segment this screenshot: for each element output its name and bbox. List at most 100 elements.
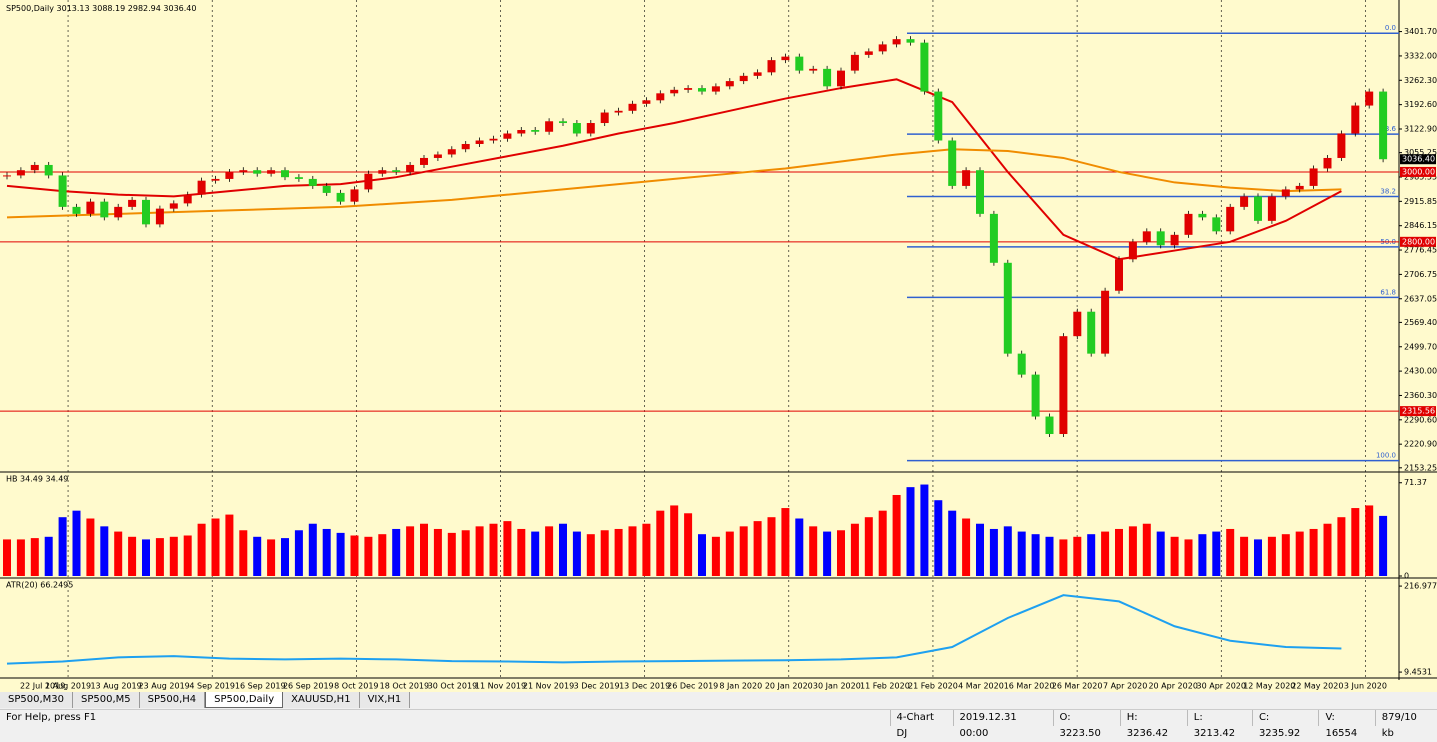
status-bar: For Help, press F1 4-Chart DJ 2019.12.31 0… (0, 709, 1437, 739)
date-label: 4 Sep 2019 (189, 682, 235, 691)
hb-bar (586, 534, 595, 576)
hb-bar (1003, 526, 1012, 576)
hb-bar (1226, 528, 1235, 576)
hb-bar (1073, 536, 1082, 576)
candle (169, 203, 178, 209)
y-tick-label: 2776.45 (1404, 246, 1437, 255)
date-label: 26 Mar 2020 (1052, 682, 1103, 691)
hb-bar (475, 526, 484, 576)
hb-bar (642, 523, 651, 576)
hb-bar (1337, 517, 1346, 576)
hb-bar (169, 536, 178, 576)
hb-bar (1045, 536, 1054, 576)
ohlc: 3013.13 3088.19 2982.94 3036.40 (57, 4, 197, 13)
candle (142, 199, 150, 225)
hb-bar (267, 539, 276, 576)
chart-tab[interactable]: SP500,M30 (0, 692, 73, 708)
candle (1267, 196, 1276, 221)
fib-label: 23.6 (1380, 125, 1396, 133)
y-tick-label: 2153.25 (1404, 463, 1437, 472)
date-label: 26 Sep 2019 (283, 682, 334, 691)
candle (934, 91, 943, 141)
candle (461, 143, 470, 150)
hb-bar (600, 530, 609, 576)
candle (698, 88, 706, 92)
hb-bar (253, 536, 262, 576)
candle (197, 180, 206, 195)
date-label: 21 Feb 2020 (908, 682, 958, 691)
date-label: 8 Jan 2020 (719, 682, 762, 691)
candle (1128, 241, 1137, 260)
status-field: C: 3235.92 (1251, 710, 1319, 739)
hb-bar (447, 532, 456, 576)
hb-bar (795, 518, 804, 576)
chart-tab[interactable]: SP500,Daily (205, 692, 284, 708)
hb-bar (336, 532, 345, 576)
date-label: 8 Oct 2019 (334, 682, 378, 691)
chart-tab[interactable]: VIX,H1 (359, 692, 411, 708)
candle (16, 170, 25, 176)
candle (628, 103, 637, 111)
date-label: 4 Mar 2020 (958, 682, 1004, 691)
y-tick-label: 2290.60 (1404, 415, 1437, 424)
date-label: 30 Apr 2020 (1197, 682, 1246, 691)
hb-bar (114, 531, 123, 576)
status-field: 2019.12.31 00:00 (952, 710, 1053, 739)
status-field: L: 3213.42 (1186, 710, 1252, 739)
chart-tab[interactable]: SP500,H4 (139, 692, 206, 708)
candle (378, 170, 387, 174)
candle (670, 89, 679, 94)
chart-tab[interactable]: SP500,M5 (73, 692, 140, 708)
hb-bar (781, 508, 790, 576)
y-tick-label: 2360.30 (1404, 391, 1437, 400)
hb-bar (142, 539, 150, 576)
y-tick-label: 2569.40 (1404, 318, 1437, 327)
candle (892, 39, 901, 45)
hb-bar (920, 484, 929, 576)
y-tick-label: 3332.00 (1404, 51, 1437, 60)
date-label: 18 Oct 2019 (380, 682, 429, 691)
hb-bar (1101, 531, 1110, 576)
candle (531, 130, 540, 132)
hb-bar (559, 523, 567, 576)
hb-bar (711, 536, 720, 576)
h-line-tag (1400, 406, 1436, 417)
candle (600, 112, 609, 124)
hb-bar (614, 528, 623, 576)
candle (642, 100, 651, 104)
candle (3, 175, 11, 177)
hb-bar (322, 528, 331, 576)
candle (420, 157, 428, 165)
hb-bar (1017, 531, 1026, 576)
hb-bar (155, 538, 164, 576)
candle (767, 60, 776, 73)
h-line-label: 3000.00 (1402, 167, 1435, 176)
y-tick-label: 2430.00 (1404, 367, 1437, 376)
date-label: 20 Apr 2020 (1148, 682, 1197, 691)
hb-bar (392, 528, 401, 576)
candle (1059, 336, 1068, 435)
candle (503, 133, 512, 139)
hb-bar (1170, 536, 1179, 576)
symbol: SP500,Daily (6, 4, 54, 13)
hb-bar (1267, 536, 1276, 576)
hb-bar (572, 531, 581, 576)
y-tick-label: 2637.05 (1404, 294, 1437, 303)
candle (447, 149, 456, 155)
date-label: 30 Oct 2019 (428, 682, 477, 691)
candle (1101, 290, 1110, 354)
chart-tab[interactable]: XAUUSD,H1 (283, 692, 360, 708)
y-tick-label: 2499.70 (1404, 342, 1437, 351)
panel-title: HB 34.49 34.49 (6, 475, 68, 484)
hb-bar (1323, 523, 1332, 576)
hb-bar (1295, 531, 1304, 576)
candle (1337, 133, 1346, 158)
candle (128, 199, 137, 207)
y-tick-label: 3055.25 (1404, 148, 1437, 157)
hb-bar (183, 535, 192, 576)
candle (1281, 189, 1290, 197)
y-tick-label: 3262.30 (1404, 76, 1437, 85)
fib-label: 61.8 (1380, 288, 1396, 296)
y-tick-label: 216.9774 (1404, 582, 1437, 591)
hb-bar (308, 523, 317, 576)
